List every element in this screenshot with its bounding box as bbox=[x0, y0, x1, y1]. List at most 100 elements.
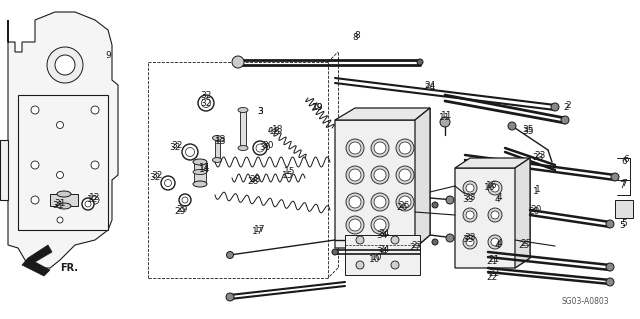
Circle shape bbox=[396, 193, 414, 211]
Polygon shape bbox=[345, 235, 420, 275]
Ellipse shape bbox=[193, 159, 207, 165]
Text: 13: 13 bbox=[215, 137, 227, 146]
Circle shape bbox=[346, 139, 364, 157]
Text: 29: 29 bbox=[174, 207, 186, 217]
Ellipse shape bbox=[57, 191, 71, 197]
Circle shape bbox=[399, 142, 411, 154]
Circle shape bbox=[611, 173, 619, 181]
Circle shape bbox=[488, 208, 502, 222]
Circle shape bbox=[31, 161, 39, 169]
Circle shape bbox=[253, 141, 267, 155]
Text: 27: 27 bbox=[412, 241, 422, 250]
Text: 17: 17 bbox=[254, 226, 266, 234]
Circle shape bbox=[85, 201, 91, 207]
Circle shape bbox=[164, 180, 172, 187]
Text: 22: 22 bbox=[486, 273, 498, 283]
Ellipse shape bbox=[238, 145, 248, 151]
Circle shape bbox=[232, 56, 244, 68]
Polygon shape bbox=[22, 245, 52, 276]
Circle shape bbox=[82, 198, 94, 210]
Circle shape bbox=[466, 211, 474, 219]
Text: 10: 10 bbox=[369, 256, 381, 264]
Circle shape bbox=[432, 239, 438, 245]
Circle shape bbox=[391, 261, 399, 269]
Text: 32: 32 bbox=[149, 174, 161, 182]
Ellipse shape bbox=[57, 203, 71, 209]
Text: 34: 34 bbox=[376, 231, 388, 240]
Circle shape bbox=[91, 161, 99, 169]
Polygon shape bbox=[455, 158, 530, 168]
Polygon shape bbox=[0, 140, 8, 200]
Text: 32: 32 bbox=[170, 144, 180, 152]
Circle shape bbox=[182, 144, 198, 160]
Text: 25: 25 bbox=[520, 239, 532, 248]
Text: 26: 26 bbox=[398, 202, 410, 211]
Circle shape bbox=[491, 211, 499, 219]
Circle shape bbox=[198, 95, 214, 111]
Circle shape bbox=[463, 235, 477, 249]
Circle shape bbox=[374, 219, 386, 231]
Text: FR.: FR. bbox=[60, 263, 78, 273]
Circle shape bbox=[491, 184, 499, 192]
Bar bbox=[18, 95, 108, 230]
Text: 5: 5 bbox=[619, 221, 625, 231]
Text: SG03-A0803: SG03-A0803 bbox=[561, 298, 609, 307]
Circle shape bbox=[551, 103, 559, 111]
Circle shape bbox=[349, 169, 361, 181]
Text: 30: 30 bbox=[262, 140, 274, 150]
Text: 1: 1 bbox=[533, 188, 539, 197]
Text: 3: 3 bbox=[257, 108, 263, 116]
Circle shape bbox=[349, 219, 361, 231]
Ellipse shape bbox=[212, 136, 221, 140]
Text: 30: 30 bbox=[259, 144, 271, 152]
Bar bbox=[615, 200, 633, 218]
Bar bbox=[194, 162, 206, 184]
Circle shape bbox=[432, 202, 438, 208]
Polygon shape bbox=[8, 12, 118, 268]
Circle shape bbox=[491, 238, 499, 246]
Circle shape bbox=[391, 236, 399, 244]
Polygon shape bbox=[335, 108, 430, 248]
Text: 1: 1 bbox=[535, 186, 541, 195]
Text: 6: 6 bbox=[621, 158, 627, 167]
Text: 11: 11 bbox=[439, 114, 451, 122]
Circle shape bbox=[227, 251, 234, 258]
Text: 11: 11 bbox=[441, 112, 452, 121]
Circle shape bbox=[31, 196, 39, 204]
Text: 24: 24 bbox=[424, 80, 436, 90]
Circle shape bbox=[446, 196, 454, 204]
Circle shape bbox=[57, 217, 63, 223]
Text: 33: 33 bbox=[464, 234, 476, 242]
Circle shape bbox=[332, 249, 338, 255]
Circle shape bbox=[463, 181, 477, 195]
Text: 27: 27 bbox=[410, 243, 420, 253]
Bar bbox=[215, 138, 220, 160]
Text: 34: 34 bbox=[378, 228, 390, 238]
Circle shape bbox=[186, 147, 195, 157]
Text: 9: 9 bbox=[105, 50, 111, 60]
Text: 18: 18 bbox=[272, 125, 284, 135]
Circle shape bbox=[55, 55, 75, 75]
Ellipse shape bbox=[238, 108, 248, 113]
Text: 19: 19 bbox=[312, 103, 324, 113]
Circle shape bbox=[396, 139, 414, 157]
Polygon shape bbox=[515, 158, 530, 268]
Circle shape bbox=[91, 106, 99, 114]
Circle shape bbox=[371, 166, 389, 184]
Circle shape bbox=[226, 293, 234, 301]
Circle shape bbox=[56, 122, 63, 129]
Text: 12: 12 bbox=[90, 194, 100, 203]
Text: 10: 10 bbox=[371, 254, 383, 263]
Text: 12: 12 bbox=[87, 196, 99, 204]
Text: 33: 33 bbox=[462, 235, 474, 244]
Text: 21: 21 bbox=[488, 256, 500, 264]
Text: 14: 14 bbox=[199, 164, 211, 173]
Text: 28: 28 bbox=[247, 177, 259, 187]
Ellipse shape bbox=[212, 158, 221, 162]
Text: 5: 5 bbox=[621, 219, 627, 228]
Circle shape bbox=[161, 176, 175, 190]
Text: 2: 2 bbox=[563, 103, 569, 113]
Text: 33: 33 bbox=[462, 196, 474, 204]
Text: 31: 31 bbox=[54, 198, 66, 207]
Polygon shape bbox=[335, 108, 430, 120]
